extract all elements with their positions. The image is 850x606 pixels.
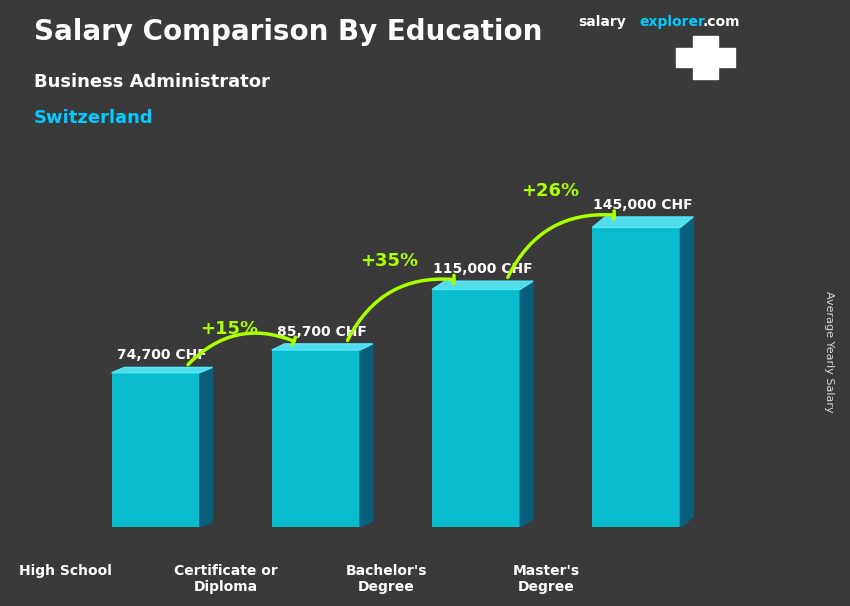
Polygon shape bbox=[272, 344, 373, 350]
Text: Salary Comparison By Education: Salary Comparison By Education bbox=[34, 18, 542, 46]
Text: Average Yearly Salary: Average Yearly Salary bbox=[824, 291, 834, 412]
Polygon shape bbox=[592, 217, 694, 227]
Polygon shape bbox=[360, 344, 373, 527]
Text: +15%: +15% bbox=[201, 320, 258, 338]
FancyBboxPatch shape bbox=[272, 350, 360, 527]
Text: 85,700 CHF: 85,700 CHF bbox=[277, 325, 367, 339]
Text: +26%: +26% bbox=[521, 182, 579, 201]
FancyBboxPatch shape bbox=[111, 373, 200, 527]
Text: 74,700 CHF: 74,700 CHF bbox=[117, 348, 207, 362]
Text: Business Administrator: Business Administrator bbox=[34, 73, 269, 91]
Text: Master's
Degree: Master's Degree bbox=[513, 564, 581, 594]
Bar bbox=[676, 48, 735, 67]
Text: 145,000 CHF: 145,000 CHF bbox=[593, 198, 693, 211]
Polygon shape bbox=[111, 367, 212, 373]
Text: Switzerland: Switzerland bbox=[34, 109, 154, 127]
Text: 115,000 CHF: 115,000 CHF bbox=[433, 262, 532, 276]
Text: salary: salary bbox=[578, 15, 626, 29]
Text: explorer: explorer bbox=[639, 15, 706, 29]
Text: Certificate or
Diploma: Certificate or Diploma bbox=[174, 564, 278, 594]
Text: Bachelor's
Degree: Bachelor's Degree bbox=[346, 564, 427, 594]
Polygon shape bbox=[200, 367, 212, 527]
FancyBboxPatch shape bbox=[432, 290, 520, 527]
Polygon shape bbox=[432, 281, 533, 290]
FancyBboxPatch shape bbox=[592, 227, 680, 527]
Bar bbox=[693, 36, 718, 79]
Text: .com: .com bbox=[703, 15, 740, 29]
Text: +35%: +35% bbox=[360, 252, 419, 270]
Text: High School: High School bbox=[20, 564, 112, 578]
Polygon shape bbox=[520, 281, 533, 527]
Polygon shape bbox=[680, 217, 694, 527]
